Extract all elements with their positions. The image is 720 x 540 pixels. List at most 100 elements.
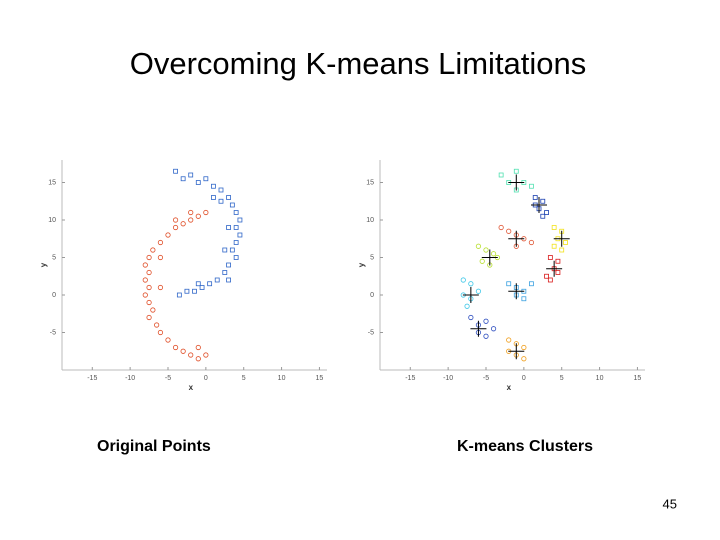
point bbox=[180, 348, 186, 354]
centroid bbox=[508, 343, 525, 360]
point bbox=[180, 221, 186, 227]
point bbox=[188, 209, 194, 216]
x-tick-label: 0 bbox=[204, 375, 208, 382]
point bbox=[142, 277, 148, 283]
x-axis-label: x bbox=[189, 383, 194, 392]
centroid bbox=[531, 197, 547, 213]
centroid bbox=[470, 320, 487, 337]
x-tick-label: -10 bbox=[125, 375, 135, 382]
y-tick-label: 15 bbox=[366, 179, 374, 186]
centroid bbox=[546, 260, 563, 277]
point bbox=[188, 352, 194, 358]
point bbox=[146, 254, 152, 261]
point bbox=[506, 228, 512, 234]
point bbox=[218, 187, 224, 193]
point bbox=[233, 240, 239, 245]
point bbox=[157, 239, 164, 246]
centroid bbox=[508, 174, 525, 191]
centroid bbox=[462, 287, 479, 303]
point bbox=[146, 314, 152, 321]
point bbox=[222, 270, 228, 275]
x-tick-label: 5 bbox=[242, 375, 246, 382]
plot: -15 -10 -5 0 5 10 15 -5 0 5 10 15 x y bbox=[357, 160, 645, 392]
point bbox=[540, 198, 546, 204]
point bbox=[229, 202, 235, 208]
y-tick-label: 0 bbox=[52, 292, 56, 299]
point bbox=[551, 225, 557, 230]
point bbox=[195, 213, 201, 219]
point bbox=[563, 240, 568, 245]
point bbox=[483, 333, 489, 339]
centroid bbox=[481, 249, 498, 266]
caption: Original Points bbox=[97, 438, 211, 455]
caption: K-means Clusters bbox=[457, 438, 593, 455]
y-tick-label: 0 bbox=[370, 292, 374, 299]
point bbox=[498, 224, 504, 231]
point bbox=[490, 251, 497, 257]
point bbox=[188, 217, 194, 223]
point bbox=[226, 225, 231, 230]
x-tick-label: 0 bbox=[522, 375, 526, 382]
point bbox=[203, 209, 209, 216]
x-tick-label: 15 bbox=[634, 375, 642, 382]
point bbox=[150, 247, 156, 253]
point bbox=[172, 217, 179, 223]
point bbox=[218, 198, 224, 204]
point bbox=[157, 329, 164, 336]
point bbox=[532, 195, 538, 200]
point bbox=[233, 255, 239, 260]
point bbox=[521, 356, 527, 362]
y-tick-label: 10 bbox=[48, 217, 56, 224]
point bbox=[521, 296, 527, 302]
point bbox=[513, 168, 519, 174]
point bbox=[464, 303, 470, 309]
point bbox=[483, 318, 489, 324]
point bbox=[226, 262, 231, 268]
point bbox=[237, 217, 243, 223]
point bbox=[529, 183, 534, 189]
x-tick-label: -15 bbox=[405, 375, 415, 382]
point bbox=[547, 277, 553, 283]
y-axis-label: y bbox=[357, 262, 366, 267]
point bbox=[479, 258, 485, 264]
point bbox=[195, 356, 201, 362]
point bbox=[475, 288, 482, 294]
point bbox=[154, 322, 160, 328]
point bbox=[475, 243, 482, 249]
point bbox=[165, 337, 171, 343]
point bbox=[165, 232, 171, 238]
point bbox=[490, 326, 497, 332]
y-tick-label: 15 bbox=[48, 179, 56, 186]
point bbox=[551, 243, 557, 249]
x-tick-label: -5 bbox=[483, 375, 489, 382]
point bbox=[142, 262, 148, 268]
point bbox=[460, 277, 466, 283]
point bbox=[559, 247, 565, 253]
x-tick-label: -5 bbox=[165, 375, 171, 382]
point bbox=[540, 213, 546, 219]
point bbox=[150, 307, 156, 313]
point bbox=[506, 281, 512, 287]
point bbox=[176, 292, 182, 298]
point bbox=[195, 344, 201, 351]
point bbox=[468, 281, 474, 287]
point bbox=[142, 292, 148, 298]
point bbox=[233, 225, 239, 230]
x-tick-label: 10 bbox=[596, 375, 604, 382]
point bbox=[544, 273, 549, 279]
y-tick-label: 10 bbox=[366, 217, 374, 224]
point bbox=[203, 176, 209, 182]
x-tick-label: 5 bbox=[560, 375, 564, 382]
point bbox=[506, 337, 512, 343]
point bbox=[544, 210, 549, 215]
point bbox=[146, 284, 152, 291]
point bbox=[188, 172, 194, 178]
point bbox=[498, 172, 504, 178]
point bbox=[468, 314, 474, 321]
point bbox=[528, 239, 535, 246]
point bbox=[203, 352, 209, 358]
point bbox=[180, 176, 186, 182]
point bbox=[172, 344, 179, 351]
